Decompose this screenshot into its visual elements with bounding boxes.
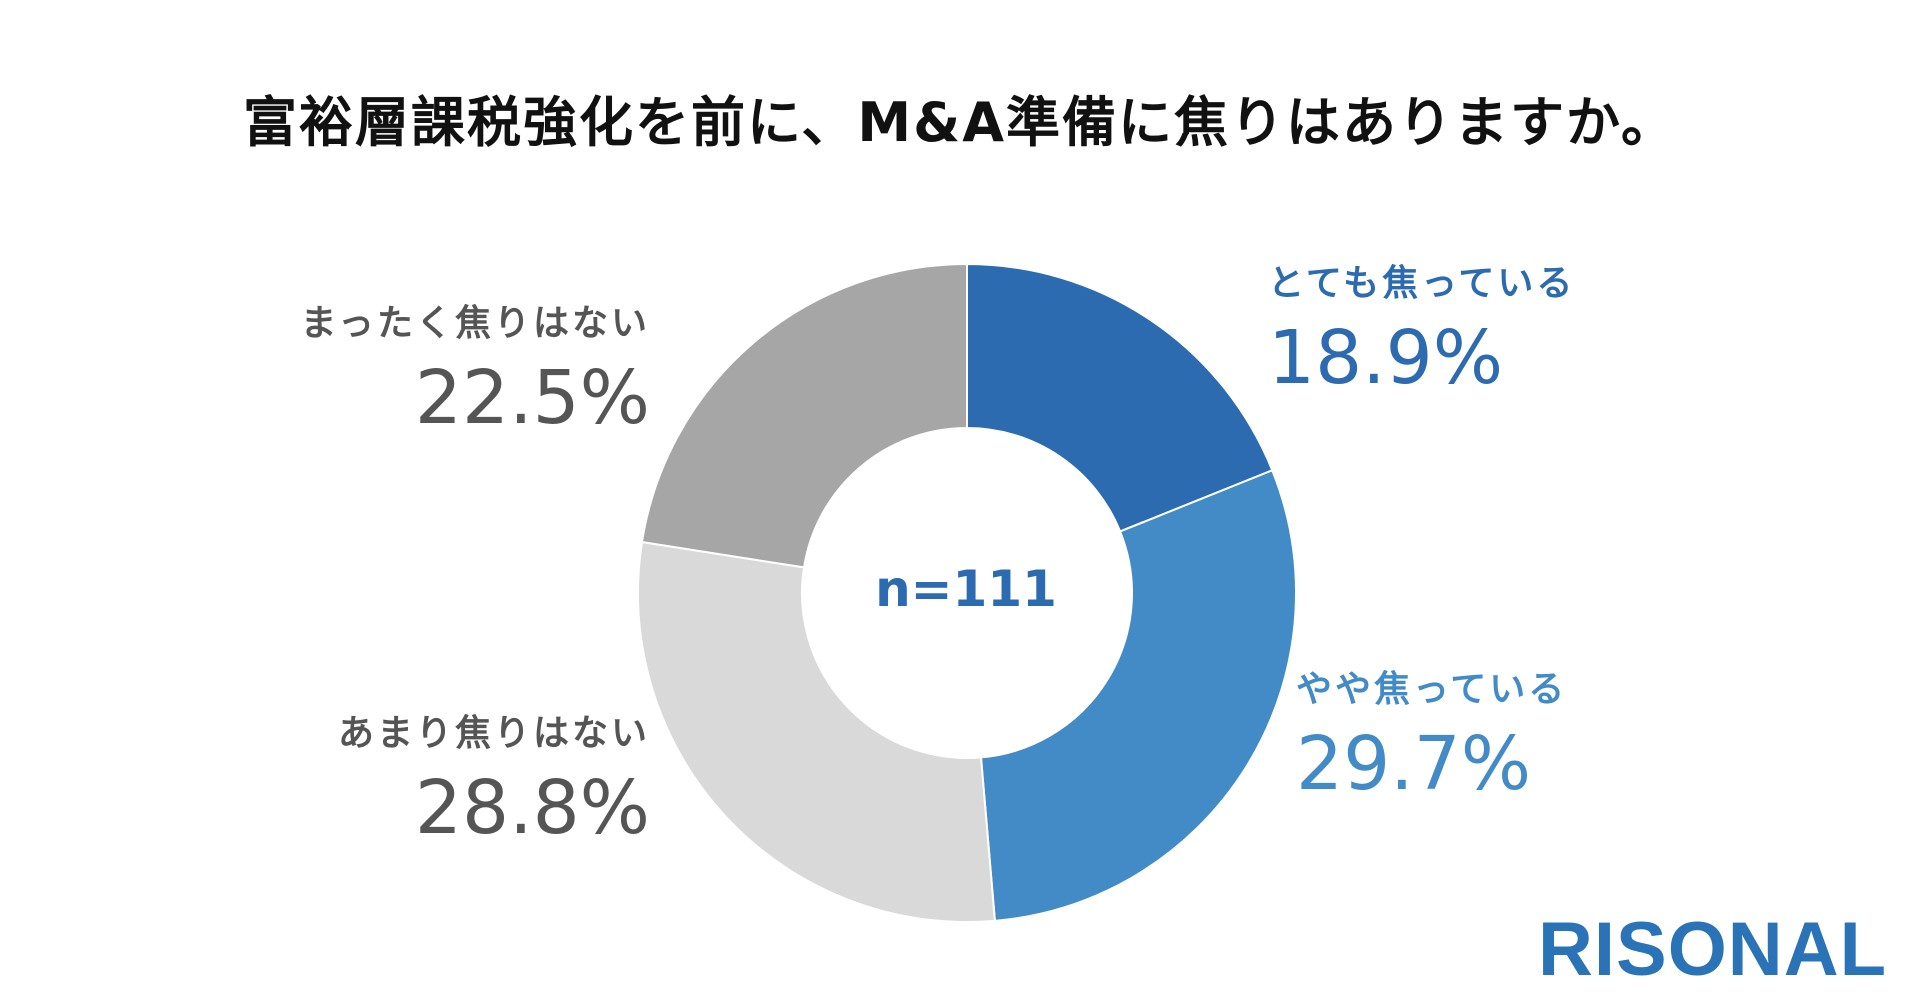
slice-value-label: 29.7% [1296,721,1532,807]
slice-label-not-very-anxious: あまり焦りはない 28.8% [130,712,650,850]
slice-label-very-anxious: とても焦っている 18.9% [1268,262,1788,400]
slice-category-label: とても焦っている [1268,263,1576,304]
slice-not-anxious-at-all [640,262,968,569]
slice-category-label: まったく焦りはない [300,303,650,344]
risonal-logo: RISONAL [1538,907,1887,992]
slice-value-label: 18.9% [1268,315,1504,401]
slice-somewhat-anxious [979,469,1297,922]
sample-size-label: n=111 [875,560,1057,618]
slice-very-anxious [966,262,1274,533]
chart-title: 富裕層課税強化を前に、M&A準備に焦りはありますか。 [243,91,1677,154]
slice-value-label: 22.5% [414,355,650,441]
slice-category-label: あまり焦りはない [337,713,650,754]
slice-label-not-anxious-at-all: まったく焦りはない 22.5% [130,302,650,440]
slice-value-label: 28.8% [414,765,650,851]
slice-label-somewhat-anxious: やや焦っている 29.7% [1296,668,1816,806]
slice-category-label: やや焦っている [1296,669,1568,710]
slice-not-very-anxious [637,540,996,923]
